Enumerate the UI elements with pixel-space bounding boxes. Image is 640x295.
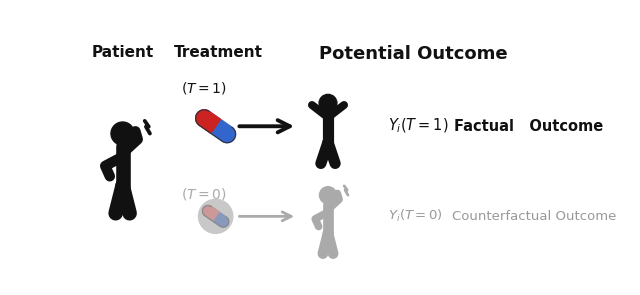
Ellipse shape <box>198 199 233 233</box>
Text: Treatment: Treatment <box>173 45 262 60</box>
Polygon shape <box>202 206 219 221</box>
Circle shape <box>319 94 337 112</box>
Text: $Y_i(T = 1)$: $Y_i(T = 1)$ <box>388 117 449 135</box>
Text: Potential Outcome: Potential Outcome <box>319 45 508 63</box>
Polygon shape <box>202 206 228 227</box>
Text: $(T = 0)$: $(T = 0)$ <box>180 186 227 201</box>
Text: $Y_i(T = 0)$: $Y_i(T = 0)$ <box>388 208 444 224</box>
Text: Factual   Outcome: Factual Outcome <box>454 119 604 134</box>
Circle shape <box>319 187 337 204</box>
Text: $(T = 1)$: $(T = 1)$ <box>180 80 227 96</box>
Text: Counterfactual Outcome: Counterfactual Outcome <box>452 210 616 223</box>
Circle shape <box>111 122 134 145</box>
Text: Patient: Patient <box>92 45 154 60</box>
Polygon shape <box>196 110 236 143</box>
Polygon shape <box>196 110 221 133</box>
